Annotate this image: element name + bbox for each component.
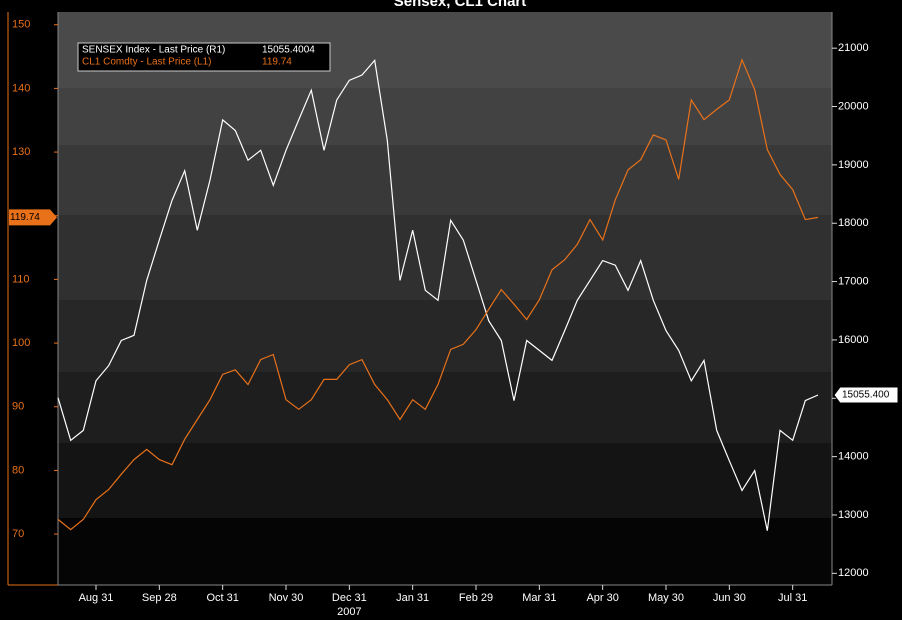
plot-band: [58, 372, 832, 443]
x-year-label: 2007: [337, 606, 361, 618]
x-tick-label: Jul 31: [778, 592, 807, 604]
series-line: [57, 58, 819, 531]
legend-label: CL1 Comdty - Last Price (L1): [82, 57, 212, 68]
y2-tick-label: 20000: [838, 100, 869, 112]
y-tick-label: 110: [12, 273, 30, 285]
plot-band: [58, 518, 832, 585]
y-tick-label: 90: [12, 401, 24, 413]
last-value-box: [833, 386, 899, 404]
x-tick-label: Sep 28: [142, 592, 177, 604]
last-value-box: [9, 209, 57, 226]
y2-tick-label: 17000: [838, 275, 869, 287]
x-tick-label: Mar 31: [522, 592, 556, 604]
y2-tick-label: 18000: [838, 217, 869, 229]
x-tick-label: Jan 31: [396, 592, 429, 604]
plot-band: [58, 443, 832, 518]
plot-band: [58, 145, 832, 215]
y-tick-label: 140: [12, 82, 30, 94]
y-tick-label: 150: [12, 19, 30, 31]
x-tick-label: Feb 29: [459, 592, 493, 604]
x-tick-label: Nov 30: [269, 592, 304, 604]
legend-label: SENSEX Index - Last Price (R1): [82, 45, 225, 56]
y2-tick-label: 19000: [838, 159, 869, 171]
y2-tick-label: 14000: [838, 451, 869, 463]
y2-tick-label: 13000: [838, 509, 869, 521]
series-line: [57, 59, 819, 531]
legend-box: [77, 42, 331, 72]
y-tick-label: 70: [12, 528, 24, 540]
y-tick-label: 100: [12, 337, 30, 349]
y2-tick-label: 12000: [838, 567, 869, 579]
x-tick-label: Jun 30: [713, 592, 746, 604]
y-tick-label: 80: [12, 464, 24, 476]
last-value-label: 15055.400: [842, 390, 890, 401]
legend-value: 119.74: [262, 57, 292, 68]
x-tick-label: Dec 31: [332, 592, 367, 604]
x-tick-label: Aug 31: [79, 592, 114, 604]
x-tick-label: May 30: [648, 592, 684, 604]
y2-tick-label: 16000: [838, 334, 869, 346]
y2-tick-label: 21000: [838, 42, 869, 54]
last-value-label: 119.74: [10, 212, 40, 223]
x-tick-label: Oct 31: [206, 592, 238, 604]
plot-band: [58, 88, 832, 145]
legend-value: 15055.4004: [262, 45, 315, 56]
y-tick-label: 130: [12, 146, 30, 158]
chart-title: Sensex, CL1 Chart: [394, 0, 527, 10]
plot-bands: [58, 12, 832, 585]
x-tick-label: Apr 30: [586, 592, 618, 604]
plot-band: [58, 300, 832, 372]
